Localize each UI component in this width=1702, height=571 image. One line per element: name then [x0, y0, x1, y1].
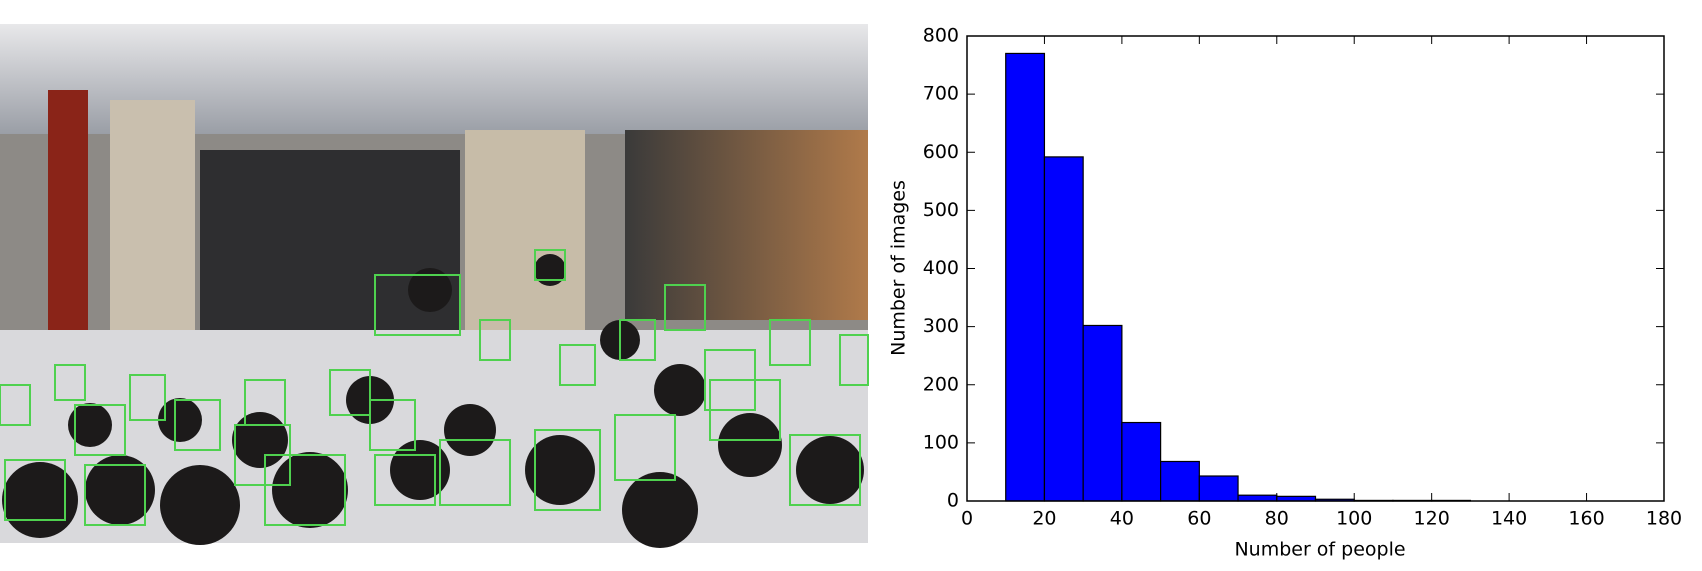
bar [1043, 156, 1084, 502]
y-tick-label: 800 [923, 25, 959, 47]
bar [1198, 475, 1239, 502]
bar [1121, 421, 1162, 502]
x-tick-label: 100 [1336, 508, 1372, 530]
y-tick-label: 0 [947, 490, 959, 512]
y-tick-label: 600 [923, 141, 959, 163]
x-tick-label: 20 [1032, 508, 1056, 530]
bar [1005, 52, 1046, 502]
y-tick-label: 400 [923, 257, 959, 279]
photo [0, 24, 869, 548]
y-tick-label: 500 [923, 199, 959, 221]
chart: Number of people Number of images 0 20 40 6… [888, 25, 1683, 561]
curtain [110, 100, 195, 350]
x-tick-label: 60 [1187, 508, 1211, 530]
pillar [48, 90, 88, 340]
bar [1160, 460, 1200, 502]
curtain [465, 130, 585, 330]
x-tick-label: 120 [1414, 508, 1450, 530]
x-tick-label: 40 [1110, 508, 1134, 530]
x-tick-label: 80 [1265, 508, 1289, 530]
x-tick-label: 180 [1646, 508, 1682, 530]
x-tick-label: 140 [1491, 508, 1527, 530]
bar [1237, 494, 1278, 502]
y-axis-label: Number of images [888, 180, 910, 356]
bar [1082, 324, 1123, 502]
x-tick-label: 160 [1568, 508, 1604, 530]
y-tick-label: 300 [923, 315, 959, 337]
y-tick-label: 100 [923, 431, 959, 453]
x-tick-label: 0 [961, 508, 973, 530]
face-boxes [0, 249, 869, 526]
x-axis-label: Number of people [1234, 539, 1405, 561]
window-right [625, 130, 868, 320]
plot-frame [966, 35, 1665, 502]
y-tick-label: 700 [923, 83, 959, 105]
y-tick-label: 200 [923, 373, 959, 395]
